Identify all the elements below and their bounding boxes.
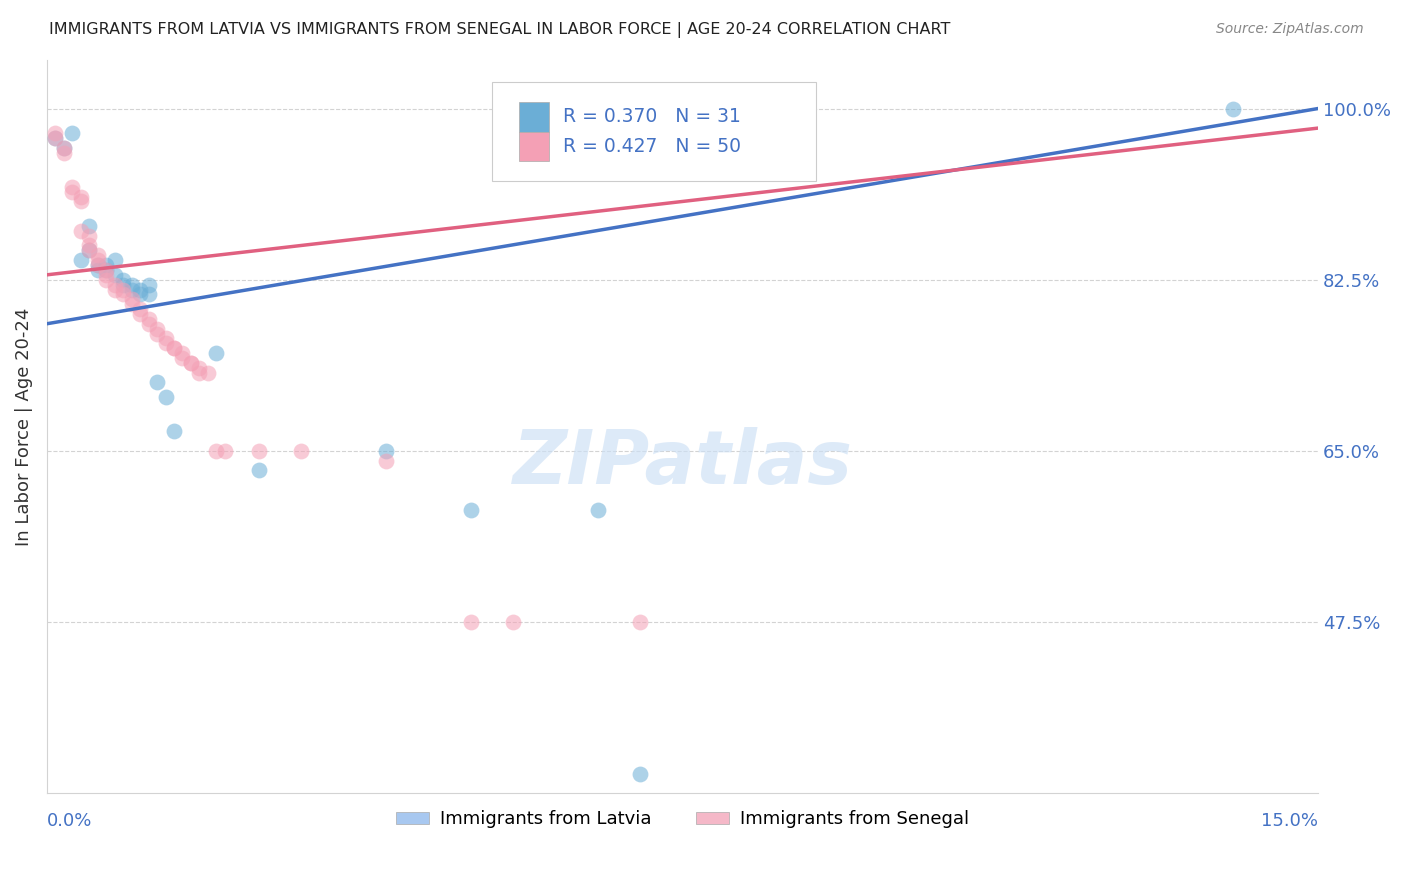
Point bbox=[104, 283, 127, 297]
Point bbox=[374, 453, 396, 467]
Point bbox=[104, 268, 127, 282]
Point bbox=[121, 293, 143, 307]
Point bbox=[69, 224, 91, 238]
Point bbox=[87, 258, 110, 272]
Point bbox=[138, 317, 160, 331]
Point bbox=[69, 189, 91, 203]
Point bbox=[205, 346, 228, 360]
Point bbox=[163, 341, 186, 355]
FancyBboxPatch shape bbox=[519, 103, 548, 131]
Point bbox=[247, 444, 270, 458]
Point bbox=[628, 615, 651, 629]
Text: 0.0%: 0.0% bbox=[46, 812, 93, 830]
Point bbox=[112, 277, 135, 292]
Point bbox=[172, 351, 194, 365]
Point bbox=[247, 463, 270, 477]
Y-axis label: In Labor Force | Age 20-24: In Labor Force | Age 20-24 bbox=[15, 307, 32, 546]
Point bbox=[163, 341, 186, 355]
Text: Source: ZipAtlas.com: Source: ZipAtlas.com bbox=[1216, 22, 1364, 37]
Point bbox=[586, 502, 609, 516]
Point bbox=[87, 248, 110, 262]
Point bbox=[52, 141, 75, 155]
Point bbox=[205, 444, 228, 458]
Point bbox=[112, 273, 135, 287]
Point bbox=[87, 263, 110, 277]
Point bbox=[52, 141, 75, 155]
Point bbox=[104, 253, 127, 268]
Point bbox=[96, 258, 118, 272]
Point bbox=[172, 346, 194, 360]
Point bbox=[714, 131, 737, 145]
Legend: Immigrants from Latvia, Immigrants from Senegal: Immigrants from Latvia, Immigrants from … bbox=[389, 803, 976, 836]
Point bbox=[290, 444, 312, 458]
Point bbox=[188, 366, 211, 380]
Point bbox=[87, 253, 110, 268]
Point bbox=[138, 287, 160, 301]
Text: R = 0.370   N = 31: R = 0.370 N = 31 bbox=[562, 107, 741, 127]
Point bbox=[197, 366, 219, 380]
Point bbox=[146, 326, 169, 341]
Point bbox=[96, 268, 118, 282]
Point bbox=[155, 336, 177, 351]
Point bbox=[138, 311, 160, 326]
Point bbox=[129, 287, 152, 301]
Point bbox=[69, 253, 91, 268]
Point bbox=[628, 766, 651, 780]
Point bbox=[60, 185, 83, 199]
Point bbox=[163, 425, 186, 439]
Point bbox=[460, 615, 482, 629]
Point bbox=[104, 277, 127, 292]
Point bbox=[112, 287, 135, 301]
Point bbox=[112, 283, 135, 297]
FancyBboxPatch shape bbox=[492, 81, 815, 181]
Point bbox=[129, 283, 152, 297]
Point bbox=[77, 244, 100, 258]
Point bbox=[77, 244, 100, 258]
Text: R = 0.427   N = 50: R = 0.427 N = 50 bbox=[562, 136, 741, 156]
Text: ZIPatlas: ZIPatlas bbox=[513, 426, 852, 500]
Point bbox=[44, 126, 66, 140]
Point bbox=[121, 283, 143, 297]
Point bbox=[77, 228, 100, 243]
Point bbox=[155, 390, 177, 404]
Point bbox=[146, 321, 169, 335]
Point bbox=[129, 301, 152, 316]
Point bbox=[77, 219, 100, 233]
Point bbox=[44, 131, 66, 145]
Point bbox=[87, 258, 110, 272]
Point bbox=[188, 360, 211, 375]
Point bbox=[121, 277, 143, 292]
Text: IMMIGRANTS FROM LATVIA VS IMMIGRANTS FROM SENEGAL IN LABOR FORCE | AGE 20-24 COR: IMMIGRANTS FROM LATVIA VS IMMIGRANTS FRO… bbox=[49, 22, 950, 38]
Point bbox=[502, 615, 524, 629]
Text: 15.0%: 15.0% bbox=[1261, 812, 1319, 830]
Point bbox=[69, 194, 91, 209]
Point bbox=[44, 131, 66, 145]
Point bbox=[121, 297, 143, 311]
Point bbox=[96, 273, 118, 287]
Point bbox=[146, 376, 169, 390]
Point bbox=[138, 277, 160, 292]
Point bbox=[180, 356, 202, 370]
Point bbox=[214, 444, 236, 458]
Point bbox=[96, 263, 118, 277]
Point bbox=[60, 179, 83, 194]
Point bbox=[180, 356, 202, 370]
Point bbox=[155, 331, 177, 345]
Point bbox=[374, 444, 396, 458]
Point bbox=[1222, 102, 1244, 116]
Point bbox=[96, 263, 118, 277]
FancyBboxPatch shape bbox=[519, 131, 548, 161]
Point bbox=[129, 307, 152, 321]
Point bbox=[77, 238, 100, 252]
Point bbox=[460, 502, 482, 516]
Point bbox=[52, 145, 75, 160]
Point bbox=[60, 126, 83, 140]
